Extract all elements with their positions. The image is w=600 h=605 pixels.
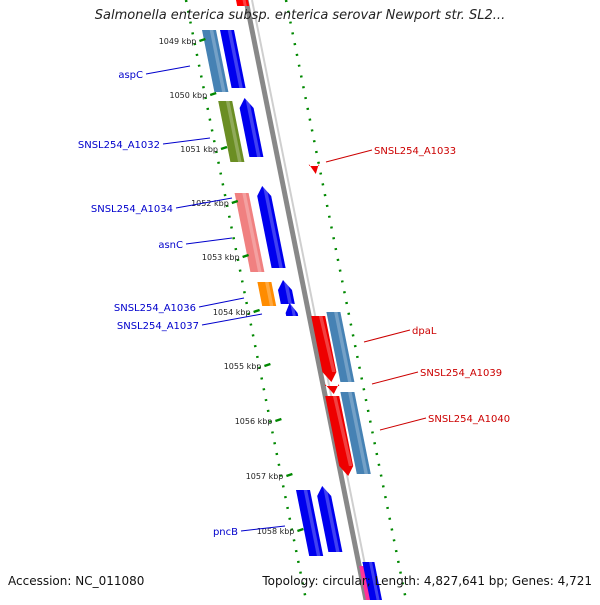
genome-backbone-shadow bbox=[251, 0, 373, 601]
gene-A1033 bbox=[308, 164, 320, 174]
gene-A1034-inner bbox=[257, 186, 286, 268]
gene-A1032-outer-highlight bbox=[225, 101, 242, 162]
reverse-leader-line bbox=[379, 417, 427, 431]
scale-tick-label: 1057 kbp bbox=[246, 472, 284, 481]
gene-pncB-inner-highlight bbox=[322, 486, 340, 552]
scale-tick-label: 1055 kbp bbox=[224, 362, 262, 371]
gene-A1032-inner bbox=[239, 98, 264, 157]
reverse-gene-label: SNSL254_A1033 bbox=[374, 146, 456, 157]
forward-gene-label: SNSL254_A1036 bbox=[114, 303, 196, 314]
forward-leader-line bbox=[185, 237, 233, 245]
gene-bottom-blue bbox=[362, 562, 382, 600]
scale-tick-mark bbox=[253, 308, 260, 314]
scale-tick-label: 1049 kbp bbox=[159, 37, 197, 46]
reverse-gene-label: dpaL bbox=[412, 326, 437, 337]
scale-tick-mark bbox=[220, 145, 228, 151]
scale-tick-mark bbox=[231, 199, 239, 205]
forward-gene-label: SNSL254_A1034 bbox=[91, 204, 173, 215]
forward-gene-label: asnC bbox=[158, 240, 183, 251]
gene-A1036-outer bbox=[257, 282, 277, 306]
gene-asnC-outer bbox=[234, 193, 265, 272]
gene-pncB-inner bbox=[317, 486, 343, 552]
genome-summary: Topology: circular; Length: 4,827,641 bp… bbox=[262, 574, 592, 588]
gene-A1039-highlight bbox=[332, 384, 338, 386]
gene-aspC-outer bbox=[202, 30, 229, 92]
gene-pncB-outer-highlight bbox=[303, 490, 321, 556]
gene-A1032-inner-highlight bbox=[245, 98, 261, 157]
gene-A1040-inner bbox=[325, 396, 354, 476]
gene-A1037-inner-highlight bbox=[290, 303, 296, 316]
gene-dpaL-inner bbox=[311, 316, 337, 382]
accession-label: Accession: NC_011080 bbox=[8, 574, 145, 588]
scale-tick-mark bbox=[275, 417, 282, 423]
gene-bottom-blue-highlight bbox=[369, 562, 380, 600]
forward-gene-label: pncB bbox=[213, 527, 238, 538]
forward-leader-line bbox=[145, 65, 191, 75]
forward-gene-label: SNSL254_A1032 bbox=[78, 140, 160, 151]
forward-leader-line bbox=[240, 525, 286, 532]
gene-A1033-highlight bbox=[314, 164, 319, 166]
reverse-gene-label: SNSL254_A1039 bbox=[420, 368, 502, 379]
gene-A1040-inner-highlight bbox=[332, 396, 353, 466]
gene-aspC-inner-highlight bbox=[227, 30, 243, 88]
forward-gene-label: SNSL254_A1037 bbox=[117, 321, 199, 332]
reverse-leader-line bbox=[325, 149, 373, 163]
gene-aspC-inner bbox=[220, 30, 246, 88]
gene-aspC-outer-highlight bbox=[209, 30, 226, 92]
scale-tick-mark bbox=[286, 472, 293, 478]
gene-labels: aspC SNSL254_A1032 SNSL254_A1034 asnC SNSL25… bbox=[78, 65, 510, 538]
scale-tick-label: 1051 kbp bbox=[180, 145, 218, 154]
genome-title: Salmonella enterica subsp. enterica sero… bbox=[94, 8, 506, 23]
scale-tick-mark bbox=[264, 362, 271, 368]
gene-dpaL-outer bbox=[326, 312, 355, 382]
gene-dpaL-outer-highlight bbox=[334, 312, 352, 382]
gene-asnC-outer-highlight bbox=[242, 193, 262, 272]
gene-A1039 bbox=[324, 384, 340, 394]
gene-A1036-inner-highlight bbox=[283, 280, 292, 304]
gene-dpaL-inner-highlight bbox=[318, 316, 336, 372]
gene-A1036-outer-highlight bbox=[265, 282, 274, 306]
forward-gene-label: aspC bbox=[118, 70, 143, 81]
gene-A1034-inner-highlight bbox=[262, 186, 283, 268]
scale-tick-mark bbox=[209, 91, 217, 97]
scale-tick-mark bbox=[199, 37, 206, 43]
genome-backbone bbox=[243, 0, 369, 601]
gene-A1032-outer bbox=[218, 101, 245, 162]
scale-tick-label: 1058 kbp bbox=[257, 527, 295, 536]
scale-tick-label: 1056 kbp bbox=[235, 417, 273, 426]
scale-tick-label: 1053 kbp bbox=[202, 253, 240, 262]
gene-features bbox=[202, 0, 382, 600]
forward-leader-line bbox=[175, 197, 233, 209]
gene-A1040-outer-highlight bbox=[348, 392, 368, 474]
gene-pncB-outer bbox=[296, 490, 324, 556]
gene-A1036-inner bbox=[278, 280, 295, 304]
scale-tick-label: 1050 kbp bbox=[169, 91, 207, 100]
forward-leader-line bbox=[198, 297, 245, 308]
scale-tick-mark bbox=[297, 527, 304, 533]
gene-A1040-outer bbox=[340, 392, 371, 474]
forward-leader-line bbox=[162, 137, 211, 145]
gene-top-red bbox=[236, 0, 250, 6]
reverse-leader-line bbox=[363, 329, 411, 343]
reverse-gene-label: SNSL254_A1040 bbox=[428, 414, 510, 425]
scale-tick-mark bbox=[242, 253, 249, 259]
gene-top-red-highlight bbox=[242, 0, 247, 6]
scale-ticks: 1049 kbp 1050 kbp 1051 kbp 1052 kbp 1053 kbp… bbox=[159, 37, 304, 536]
scale-tick-label: 1054 kbp bbox=[213, 308, 251, 317]
scale-tick-label: 1052 kbp bbox=[191, 199, 229, 208]
forward-leader-line bbox=[201, 313, 263, 326]
gene-A1037-inner bbox=[285, 303, 299, 316]
reverse-leader-line bbox=[371, 371, 419, 385]
